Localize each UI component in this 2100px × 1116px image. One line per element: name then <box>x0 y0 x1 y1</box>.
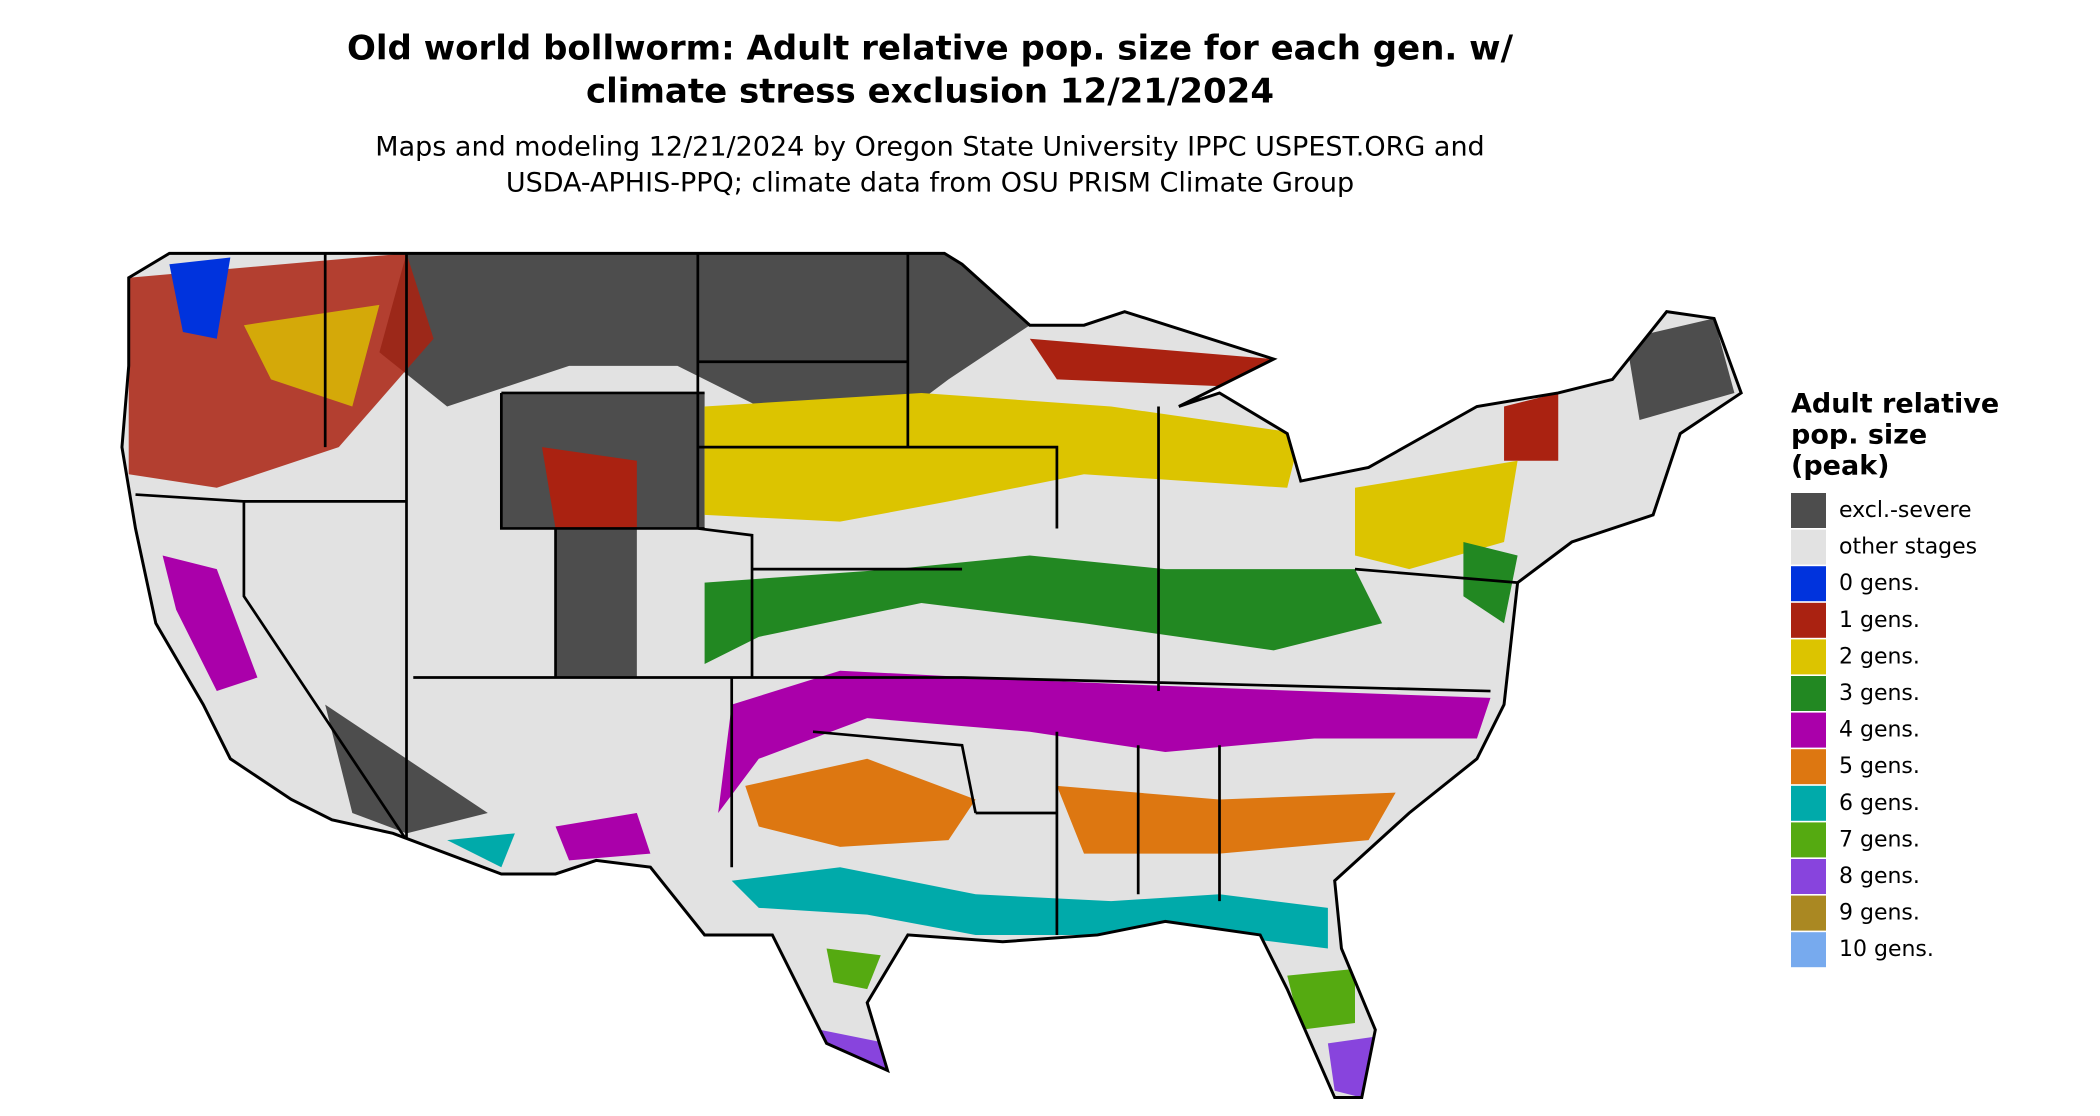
legend-label: 7 gens. <box>1839 827 1920 852</box>
legend-swatch <box>1791 493 1826 528</box>
subtitle: Maps and modeling 12/21/2024 by Oregon S… <box>375 132 1484 163</box>
legend-swatch <box>1791 639 1826 675</box>
legend-swatch <box>1791 785 1826 821</box>
map-region <box>1504 392 1559 461</box>
map-region <box>819 1029 888 1071</box>
legend-label: 3 gens. <box>1839 681 1920 706</box>
map-region <box>243 304 380 407</box>
legend-swatch <box>1791 932 1826 968</box>
subtitle: USDA-APHIS-PPQ; climate data from OSU PR… <box>506 168 1354 199</box>
legend-title: (peak) <box>1791 451 1890 482</box>
legend-swatch <box>1791 822 1826 858</box>
legend-label: 2 gens. <box>1839 644 1920 669</box>
map-region <box>1626 318 1735 421</box>
legend-swatch <box>1791 529 1826 565</box>
title: Old world bollworm: Adult relative pop. … <box>347 29 1514 69</box>
state-lines <box>135 253 1518 935</box>
legend-label: 10 gens. <box>1839 937 1934 962</box>
legend-label: excl.-severe <box>1839 498 1972 523</box>
legend-label: 5 gens. <box>1839 754 1920 779</box>
legend-title: pop. size <box>1791 420 1927 451</box>
map-region <box>718 670 1491 813</box>
map-region <box>1287 968 1355 1030</box>
map <box>120 251 1743 1100</box>
map-region <box>1029 338 1274 387</box>
legend-label: 9 gens. <box>1839 901 1920 926</box>
legend-swatch <box>1791 712 1826 748</box>
map-region <box>745 758 976 847</box>
map-region <box>447 833 515 868</box>
legend-label: other stages <box>1839 535 1977 560</box>
map-region <box>826 948 881 990</box>
legend-swatch <box>1791 749 1826 785</box>
legend-label: 8 gens. <box>1839 864 1920 889</box>
legend-label: 0 gens. <box>1839 571 1920 596</box>
map-region <box>704 392 1301 522</box>
legend-swatch <box>1791 676 1826 711</box>
legend-label: 4 gens. <box>1839 718 1920 743</box>
legend: Adult relative pop. size (peak) excl.-se… <box>1791 389 1999 968</box>
map-region <box>542 447 637 529</box>
legend-swatch <box>1791 566 1826 602</box>
map-region <box>162 555 258 692</box>
map-region <box>1463 542 1518 624</box>
map-region <box>1056 785 1396 854</box>
map-region <box>555 813 651 861</box>
map-region <box>1355 460 1518 570</box>
legend-swatch <box>1791 859 1826 894</box>
title: climate stress exclusion 12/21/2024 <box>586 72 1274 112</box>
map-region <box>704 555 1383 664</box>
legend-label: 6 gens. <box>1839 791 1920 816</box>
legend-title: Adult relative <box>1791 389 1999 420</box>
map-region <box>169 257 231 339</box>
legend-label: 1 gens. <box>1839 608 1920 633</box>
legend-swatch <box>1791 895 1826 931</box>
map-region <box>379 253 1030 421</box>
legend-swatch <box>1791 602 1826 638</box>
